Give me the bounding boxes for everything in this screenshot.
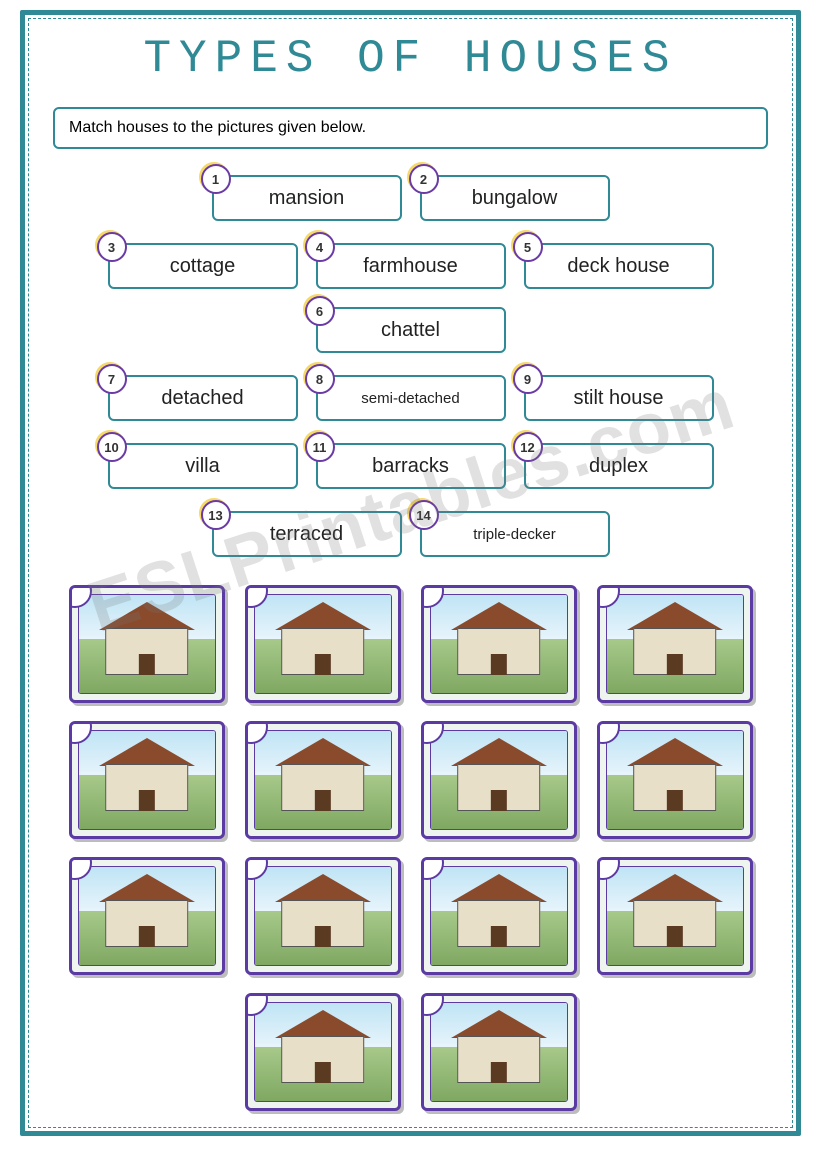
picture-card-6[interactable] (245, 721, 401, 839)
house-image-placeholder (606, 866, 744, 966)
word-number-badge: 9 (513, 364, 543, 394)
word-box-9[interactable]: 9stilt house (524, 375, 714, 421)
word-label: stilt house (573, 387, 663, 410)
picture-card-2[interactable] (245, 585, 401, 703)
word-label: deck house (567, 255, 669, 278)
house-image-placeholder (606, 594, 744, 694)
word-box-11[interactable]: 11barracks (316, 443, 506, 489)
picture-card-14[interactable] (421, 993, 577, 1111)
word-box-13[interactable]: 13terraced (212, 511, 402, 557)
word-box-3[interactable]: 3cottage (108, 243, 298, 289)
house-image-placeholder (254, 594, 392, 694)
picture-row (69, 585, 753, 703)
word-box-4[interactable]: 4farmhouse (316, 243, 506, 289)
picture-card-10[interactable] (245, 857, 401, 975)
picture-card-4[interactable] (597, 585, 753, 703)
picture-card-3[interactable] (421, 585, 577, 703)
house-image-placeholder (254, 730, 392, 830)
picture-card-12[interactable] (597, 857, 753, 975)
house-image-placeholder (78, 866, 216, 966)
house-image-placeholder (430, 1002, 568, 1102)
word-number-badge: 12 (513, 432, 543, 462)
word-box-12[interactable]: 12duplex (524, 443, 714, 489)
word-label: villa (185, 455, 219, 478)
house-image-placeholder (78, 730, 216, 830)
word-box-5[interactable]: 5deck house (524, 243, 714, 289)
word-number-badge: 6 (305, 296, 335, 326)
picture-row (69, 721, 753, 839)
word-number-badge: 10 (97, 432, 127, 462)
picture-card-7[interactable] (421, 721, 577, 839)
word-label: duplex (589, 455, 648, 478)
word-row: 7detached 8semi-detached 9stilt house (108, 375, 714, 421)
house-image-placeholder (606, 730, 744, 830)
word-box-8[interactable]: 8semi-detached (316, 375, 506, 421)
picture-card-8[interactable] (597, 721, 753, 839)
word-label: terraced (270, 523, 343, 546)
word-label: farmhouse (363, 255, 458, 278)
picture-row (245, 993, 577, 1111)
worksheet-page: TYPES OF HOUSES Match houses to the pict… (20, 10, 801, 1136)
word-box-1[interactable]: 1mansion (212, 175, 402, 221)
word-number-badge: 4 (305, 232, 335, 262)
picture-card-5[interactable] (69, 721, 225, 839)
word-rows: 1mansion2bungalow3cottage4farmhouse5deck… (35, 175, 786, 557)
word-number-badge: 7 (97, 364, 127, 394)
word-label: bungalow (472, 187, 558, 210)
word-row: 10villa 11barracks 12duplex (108, 443, 714, 489)
house-image-placeholder (254, 1002, 392, 1102)
word-number-badge: 8 (305, 364, 335, 394)
picture-card-13[interactable] (245, 993, 401, 1111)
word-row: 1mansion 2bungalow (212, 175, 610, 221)
word-label: semi-detached (361, 390, 459, 407)
word-label: detached (161, 387, 243, 410)
word-number-badge: 2 (409, 164, 439, 194)
word-row: 13terraced 14triple-decker (212, 511, 610, 557)
word-number-badge: 5 (513, 232, 543, 262)
word-label: triple-decker (473, 526, 556, 543)
word-label: chattel (381, 319, 440, 342)
word-row: 3cottage4farmhouse5deck house6chattel (35, 243, 786, 353)
house-image-placeholder (430, 866, 568, 966)
word-number-badge: 11 (305, 432, 335, 462)
house-image-placeholder (430, 730, 568, 830)
word-box-6[interactable]: 6chattel (316, 307, 506, 353)
picture-card-11[interactable] (421, 857, 577, 975)
page-title: TYPES OF HOUSES (35, 33, 786, 85)
picture-card-9[interactable] (69, 857, 225, 975)
word-label: barracks (372, 455, 449, 478)
instruction-box: Match houses to the pictures given below… (53, 107, 768, 149)
house-image-placeholder (254, 866, 392, 966)
word-number-badge: 13 (201, 500, 231, 530)
house-image-placeholder (430, 594, 568, 694)
word-number-badge: 1 (201, 164, 231, 194)
picture-card-1[interactable] (69, 585, 225, 703)
word-box-7[interactable]: 7detached (108, 375, 298, 421)
picture-rows (35, 585, 786, 1111)
word-box-14[interactable]: 14triple-decker (420, 511, 610, 557)
picture-row (69, 857, 753, 975)
word-label: cottage (170, 255, 236, 278)
word-label: mansion (269, 187, 345, 210)
word-box-2[interactable]: 2bungalow (420, 175, 610, 221)
house-image-placeholder (78, 594, 216, 694)
word-number-badge: 14 (409, 500, 439, 530)
word-number-badge: 3 (97, 232, 127, 262)
word-box-10[interactable]: 10villa (108, 443, 298, 489)
